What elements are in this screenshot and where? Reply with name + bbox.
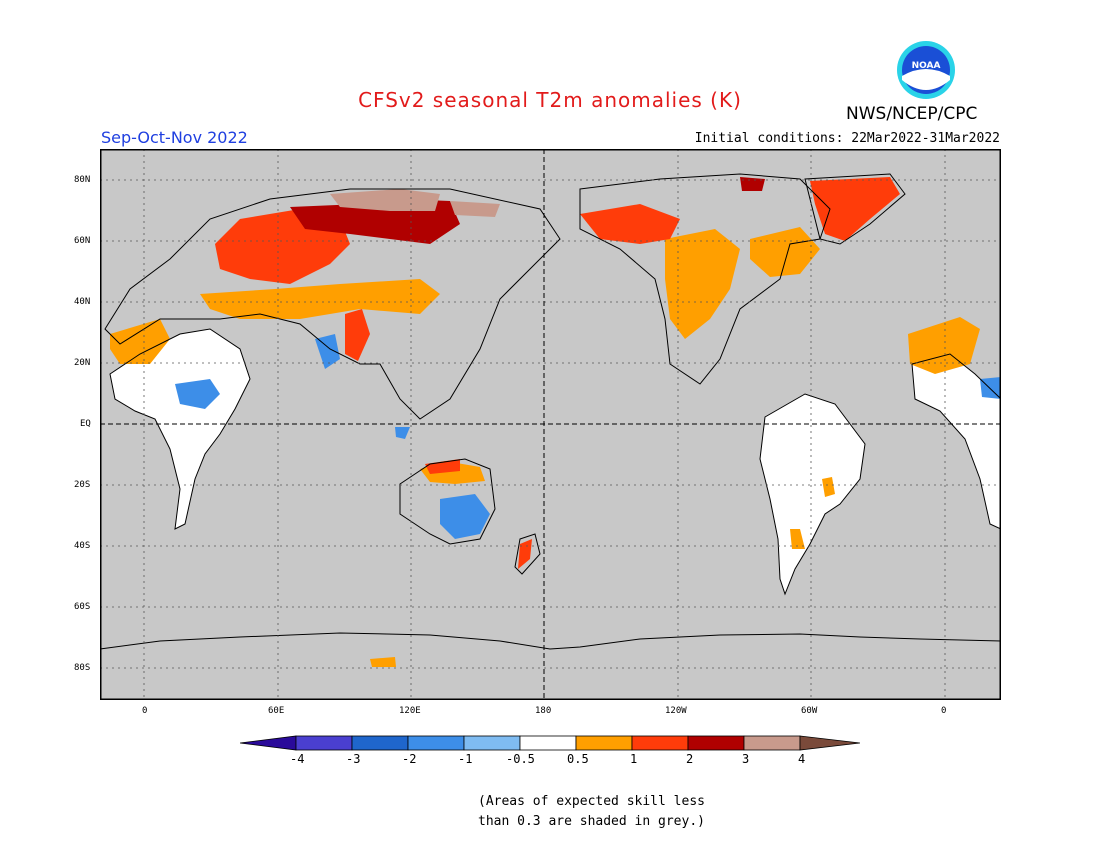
anomaly-map [100, 149, 1001, 700]
season-label: Sep-Oct-Nov 2022 [101, 128, 248, 147]
lon-label-0: 0 [142, 706, 148, 716]
colorbar-box [407, 735, 465, 751]
colorbar-label-2: -3 [346, 752, 361, 766]
graticule [100, 149, 1001, 700]
reference-lines [100, 149, 1001, 700]
colorbar-box [575, 735, 633, 751]
colorbar-label-7: 1 [630, 752, 638, 766]
colorbar-label-1: -4 [290, 752, 305, 766]
lat-label-40n: 40N [74, 297, 91, 307]
map-frame [100, 149, 1001, 700]
colorbar-arrow-right [799, 735, 860, 751]
skill-note-line-1: (Areas of expected skill less [478, 794, 705, 809]
lon-label-180: 180 [535, 706, 552, 716]
blue-anomaly-areas [175, 334, 1001, 539]
colorbar [240, 735, 860, 751]
colorbar-box [519, 735, 577, 751]
colorbar-box [743, 735, 801, 751]
skill-note-line-2: than 0.3 are shaded in grey.) [478, 814, 705, 829]
lat-label-40s: 40S [74, 541, 91, 551]
colorbar-label-5: -0.5 [506, 752, 535, 766]
lon-label-60e: 60E [268, 706, 285, 716]
noaa-logo: NOAA [897, 41, 955, 99]
coastlines [100, 173, 1001, 650]
colorbar-label-6: 0.5 [567, 752, 589, 766]
orange-anomaly-areas [110, 227, 980, 667]
colorbar-label-9: 3 [742, 752, 750, 766]
skill-note: (Areas of expected skill less than 0.3 a… [478, 792, 705, 832]
lat-label-60s: 60S [74, 602, 91, 612]
colorbar-label-10: 4 [798, 752, 806, 766]
white-land-areas [110, 329, 1001, 594]
colorbar-label-4: -1 [458, 752, 473, 766]
lat-label-80s: 80S [74, 663, 91, 673]
colorbar-box [295, 735, 353, 751]
lat-label-20s: 20S [74, 480, 91, 490]
initial-conditions-label: Initial conditions: 22Mar2022-31Mar2022 [694, 131, 1000, 146]
colorbar-arrow-left [240, 735, 297, 751]
colorbar-box [631, 735, 689, 751]
lon-label-60w: 60W [801, 706, 818, 716]
colorbar-box [463, 735, 521, 751]
lat-label-eq: EQ [80, 419, 91, 429]
lon-label-120e: 120E [399, 706, 421, 716]
lat-label-60n: 60N [74, 236, 91, 246]
colorbar-label-8: 2 [686, 752, 694, 766]
lat-label-20n: 20N [74, 358, 91, 368]
lat-label-80n: 80N [74, 175, 91, 185]
agency-label: NWS/NCEP/CPC [846, 104, 978, 124]
colorbar-box [351, 735, 409, 751]
pink-anomaly-areas [330, 189, 500, 217]
lon-label-120w: 120W [665, 706, 687, 716]
lon-label-0-right: 0 [941, 706, 947, 716]
logo-text: NOAA [912, 61, 941, 71]
colorbar-box [687, 735, 745, 751]
chart-title: CFSv2 seasonal T2m anomalies (K) [358, 88, 742, 112]
colorbar-label-3: -2 [402, 752, 417, 766]
